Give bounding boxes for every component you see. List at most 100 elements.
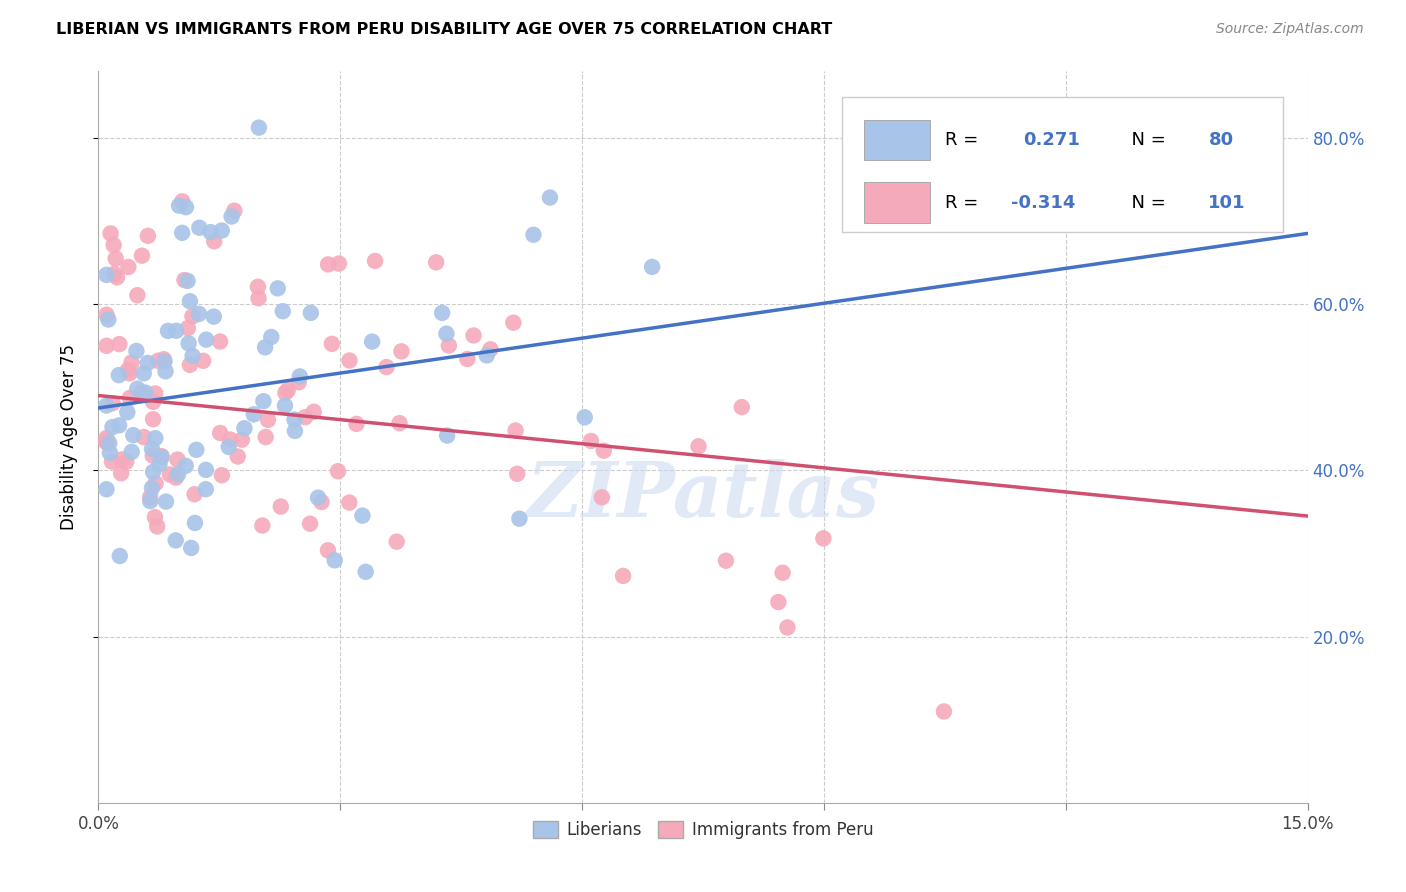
Legend: Liberians, Immigrants from Peru: Liberians, Immigrants from Peru: [526, 814, 880, 846]
Point: [267, 281, 290, 295]
Point: [117, 405, 139, 419]
Point: [475, 348, 498, 362]
Point: [254, 340, 277, 354]
Point: [506, 467, 529, 481]
Point: [136, 228, 159, 243]
Point: [209, 334, 232, 349]
Point: [591, 491, 613, 505]
Point: [96, 431, 118, 445]
Point: [101, 396, 124, 410]
Point: [148, 457, 170, 471]
Point: [243, 407, 266, 421]
Point: [463, 328, 485, 343]
Point: [139, 494, 162, 508]
Text: -0.314: -0.314: [1011, 194, 1076, 211]
Point: [150, 450, 173, 465]
Point: [121, 355, 143, 369]
Point: [96, 399, 118, 413]
Point: [233, 421, 256, 435]
Point: [479, 343, 502, 357]
Point: [188, 307, 211, 321]
Point: [96, 339, 118, 353]
Point: [179, 358, 201, 372]
Point: [188, 220, 211, 235]
Point: [932, 705, 955, 719]
Point: [118, 391, 141, 405]
Point: [231, 433, 253, 447]
Text: N =: N =: [1121, 194, 1171, 211]
Point: [776, 620, 799, 634]
Point: [131, 249, 153, 263]
Point: [252, 394, 274, 409]
Point: [425, 255, 447, 269]
Text: 0.271: 0.271: [1024, 131, 1080, 149]
Point: [101, 454, 124, 468]
Point: [108, 337, 131, 351]
Point: [288, 369, 311, 384]
Point: [284, 424, 307, 438]
Point: [121, 445, 143, 459]
Point: [502, 316, 524, 330]
Point: [247, 120, 270, 135]
Point: [437, 338, 460, 352]
Point: [165, 324, 187, 338]
Point: [155, 494, 177, 508]
Point: [167, 199, 190, 213]
Point: [127, 382, 149, 396]
Point: [104, 252, 127, 266]
Point: [146, 519, 169, 533]
Point: [134, 385, 156, 400]
Point: [177, 336, 200, 351]
Point: [118, 367, 141, 381]
Point: [456, 351, 478, 366]
Point: [142, 395, 165, 409]
Point: [352, 508, 374, 523]
Point: [200, 225, 222, 239]
Point: [299, 306, 322, 320]
Point: [129, 385, 152, 400]
Text: R =: R =: [945, 131, 984, 149]
Point: [145, 476, 167, 491]
Point: [136, 356, 159, 370]
Y-axis label: Disability Age Over 75: Disability Age Over 75: [59, 344, 77, 530]
Point: [142, 465, 165, 479]
Point: [246, 280, 269, 294]
Point: [385, 534, 408, 549]
Point: [202, 310, 225, 324]
Point: [505, 424, 527, 438]
Point: [328, 256, 350, 270]
Point: [257, 413, 280, 427]
Point: [326, 464, 349, 478]
Point: [191, 353, 214, 368]
Point: [311, 495, 333, 509]
Point: [173, 273, 195, 287]
Point: [294, 410, 316, 425]
Point: [96, 308, 118, 322]
Point: [96, 268, 118, 282]
Point: [339, 353, 361, 368]
Point: [142, 449, 165, 463]
Point: [152, 352, 174, 367]
Point: [254, 430, 277, 444]
Text: LIBERIAN VS IMMIGRANTS FROM PERU DISABILITY AGE OVER 75 CORRELATION CHART: LIBERIAN VS IMMIGRANTS FROM PERU DISABIL…: [56, 22, 832, 37]
Text: 80: 80: [1208, 131, 1233, 149]
Point: [177, 321, 200, 335]
Point: [167, 467, 190, 482]
Point: [150, 449, 173, 463]
Point: [436, 428, 458, 442]
Point: [274, 385, 297, 400]
Point: [174, 458, 197, 473]
Point: [181, 349, 204, 363]
Point: [316, 257, 339, 271]
Point: [146, 353, 169, 368]
Point: [100, 227, 122, 241]
Point: [174, 200, 197, 214]
Point: [641, 260, 664, 274]
Point: [714, 554, 737, 568]
FancyBboxPatch shape: [842, 97, 1284, 232]
Point: [172, 194, 194, 209]
Point: [508, 511, 530, 525]
Point: [179, 294, 201, 309]
FancyBboxPatch shape: [863, 120, 931, 161]
Text: Source: ZipAtlas.com: Source: ZipAtlas.com: [1216, 22, 1364, 37]
